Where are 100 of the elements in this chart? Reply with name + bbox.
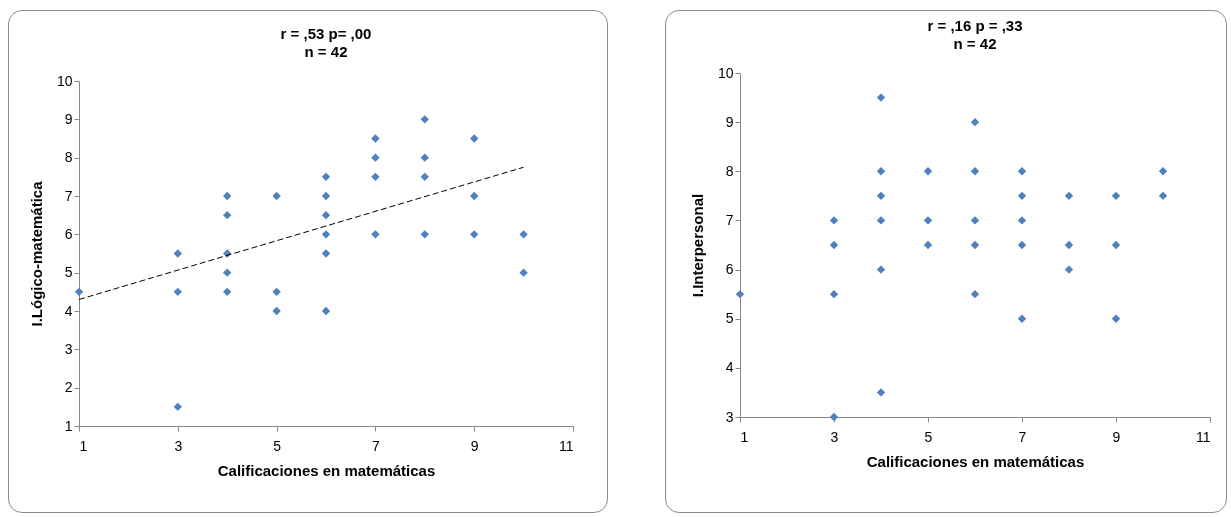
point xyxy=(970,167,980,176)
point xyxy=(321,191,331,201)
point xyxy=(1017,216,1027,225)
point xyxy=(829,412,839,422)
y-tick-label: 9 xyxy=(64,110,73,127)
y-tick-label: 7 xyxy=(64,187,73,204)
chart-title: r = ,53 p= ,00 xyxy=(280,25,372,42)
y-axis-title: I.Interpersonal xyxy=(688,193,706,298)
y-tick-label: 8 xyxy=(725,162,734,179)
point xyxy=(420,115,429,124)
x-tick-label: 3 xyxy=(174,437,183,454)
y-tick-label: 6 xyxy=(725,261,734,278)
x-axis-title: Calificaciones en matemáticas xyxy=(217,461,436,479)
point xyxy=(223,268,232,277)
point xyxy=(272,191,281,201)
point xyxy=(1017,314,1027,323)
point xyxy=(519,268,528,277)
point xyxy=(829,289,839,299)
point xyxy=(923,216,933,225)
point xyxy=(223,210,232,220)
x-tick-label: 7 xyxy=(1018,428,1027,445)
point xyxy=(272,306,281,316)
x-tick-label: 11 xyxy=(558,437,574,454)
point xyxy=(970,289,980,299)
y-axis-title: I.Lógico-matemática xyxy=(27,180,45,327)
point xyxy=(876,167,886,176)
point xyxy=(1064,265,1074,274)
point xyxy=(923,240,933,250)
x-tick-label: 9 xyxy=(1112,428,1121,445)
point xyxy=(371,172,380,182)
point xyxy=(321,230,331,239)
point xyxy=(1017,191,1027,201)
point xyxy=(1158,191,1168,201)
point xyxy=(876,388,886,397)
x-tick-label: 5 xyxy=(273,437,282,454)
point xyxy=(970,216,980,225)
y-tick-label: 4 xyxy=(725,359,734,376)
y-tick-label: 10 xyxy=(56,72,73,89)
y-tick-label: 2 xyxy=(64,379,73,396)
point xyxy=(735,289,745,299)
x-tick-label: 9 xyxy=(470,437,479,454)
point xyxy=(970,117,980,127)
x-tick-label: 1 xyxy=(740,428,749,445)
y-tick-label: 9 xyxy=(725,113,734,130)
point xyxy=(173,402,182,412)
point xyxy=(272,287,281,297)
y-tick-label: 1 xyxy=(64,417,73,434)
point xyxy=(829,240,839,250)
point xyxy=(1064,191,1074,201)
point xyxy=(321,210,331,220)
y-tick-label: 3 xyxy=(725,408,734,425)
point xyxy=(223,287,232,297)
point xyxy=(1111,191,1121,201)
point xyxy=(1064,240,1074,250)
point xyxy=(420,172,429,182)
x-tick-label: 11 xyxy=(1195,428,1211,445)
point xyxy=(1158,167,1168,176)
point xyxy=(223,191,232,201)
y-tick-label: 5 xyxy=(64,264,73,281)
point xyxy=(1017,167,1027,176)
point xyxy=(420,153,429,162)
x-tick-label: 7 xyxy=(372,437,380,454)
point xyxy=(876,216,886,225)
y-tick-label: 5 xyxy=(725,310,734,327)
y-tick-label: 8 xyxy=(64,149,73,166)
point xyxy=(470,134,479,143)
y-tick-label: 10 xyxy=(717,64,734,81)
point xyxy=(420,230,429,239)
x-tick-label: 5 xyxy=(924,428,933,445)
point xyxy=(1111,240,1121,250)
point xyxy=(1111,314,1121,323)
point xyxy=(321,306,331,316)
point xyxy=(321,172,331,182)
point xyxy=(876,191,886,201)
point xyxy=(371,134,380,143)
point xyxy=(876,265,886,274)
point xyxy=(74,287,84,297)
point xyxy=(371,153,380,162)
y-tick-label: 7 xyxy=(725,211,734,228)
point xyxy=(173,287,182,297)
point xyxy=(876,93,886,102)
y-tick-label: 3 xyxy=(64,340,73,357)
point xyxy=(470,230,479,239)
chart-subtitle: n = 42 xyxy=(304,43,348,60)
point xyxy=(470,191,479,201)
point xyxy=(1017,240,1027,250)
point xyxy=(173,249,182,258)
chart-subtitle: n = 42 xyxy=(953,35,997,52)
point xyxy=(970,240,980,250)
chart-title: r = ,16 p = ,33 xyxy=(927,17,1023,34)
y-tick-label: 4 xyxy=(64,302,73,319)
y-tick-label: 6 xyxy=(64,225,73,242)
point xyxy=(829,216,839,225)
x-tick-label: 3 xyxy=(830,428,839,445)
point xyxy=(321,249,331,258)
point xyxy=(371,230,380,239)
point xyxy=(519,230,528,239)
x-axis-title: Calificaciones en matemáticas xyxy=(866,452,1085,470)
point xyxy=(923,167,933,176)
x-tick-label: 1 xyxy=(79,437,88,454)
